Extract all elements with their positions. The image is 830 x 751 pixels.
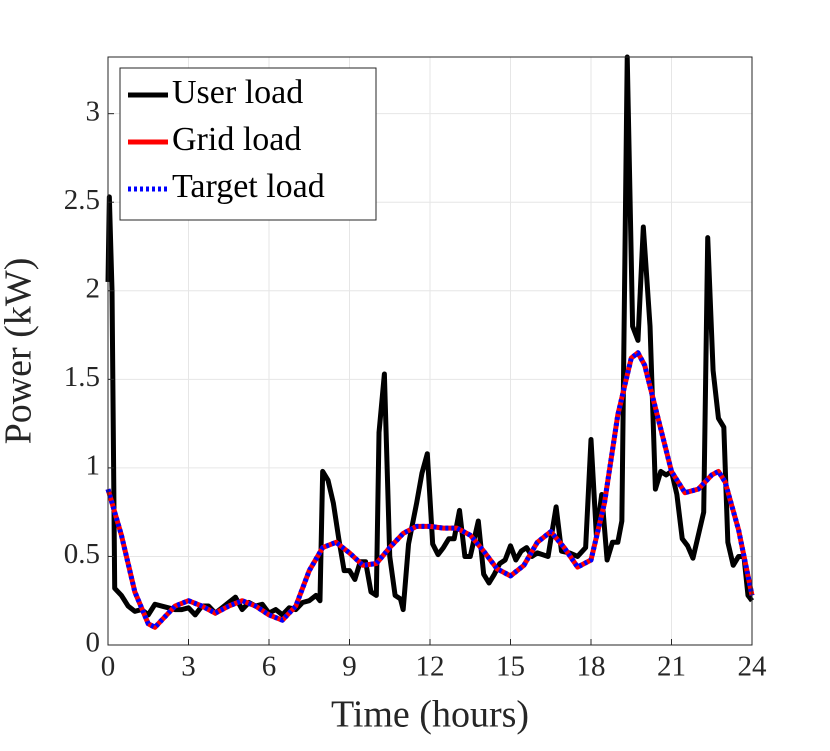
y-axis-label: Power (kW) — [0, 258, 40, 445]
x-axis-label: Time (hours) — [331, 694, 529, 736]
y-tick-label: 2.5 — [64, 184, 100, 216]
y-tick-label: 0.5 — [64, 538, 100, 570]
legend: User load Grid load Target load — [119, 67, 377, 221]
x-tick-label: 3 — [181, 651, 196, 683]
y-tick-label: 1.5 — [64, 361, 100, 393]
lines — [105, 54, 755, 630]
x-tick-label: 18 — [577, 651, 606, 683]
y-tick-label: 2 — [86, 272, 101, 304]
legend-label: Grid load — [172, 121, 301, 158]
series-line — [105, 350, 755, 630]
x-tick-label: 15 — [496, 651, 525, 683]
y-tick-label: 0 — [86, 627, 101, 659]
y-tick-label: 1 — [86, 450, 101, 482]
x-tick-label: 21 — [657, 651, 686, 683]
x-tick-label: 9 — [342, 651, 357, 683]
ticks: 0 3 6 9 12 15 18 21 24 0 0.5 1 1.5 2 2.5 3 — [64, 95, 767, 682]
legend-label: Target load — [172, 168, 325, 205]
y-tick-label: 3 — [86, 95, 101, 127]
legend-label: User load — [172, 74, 303, 111]
x-tick-label: 12 — [416, 651, 445, 683]
x-tick-label: 6 — [262, 651, 277, 683]
x-tick-label: 24 — [738, 651, 768, 683]
x-tick-label: 0 — [101, 651, 116, 683]
